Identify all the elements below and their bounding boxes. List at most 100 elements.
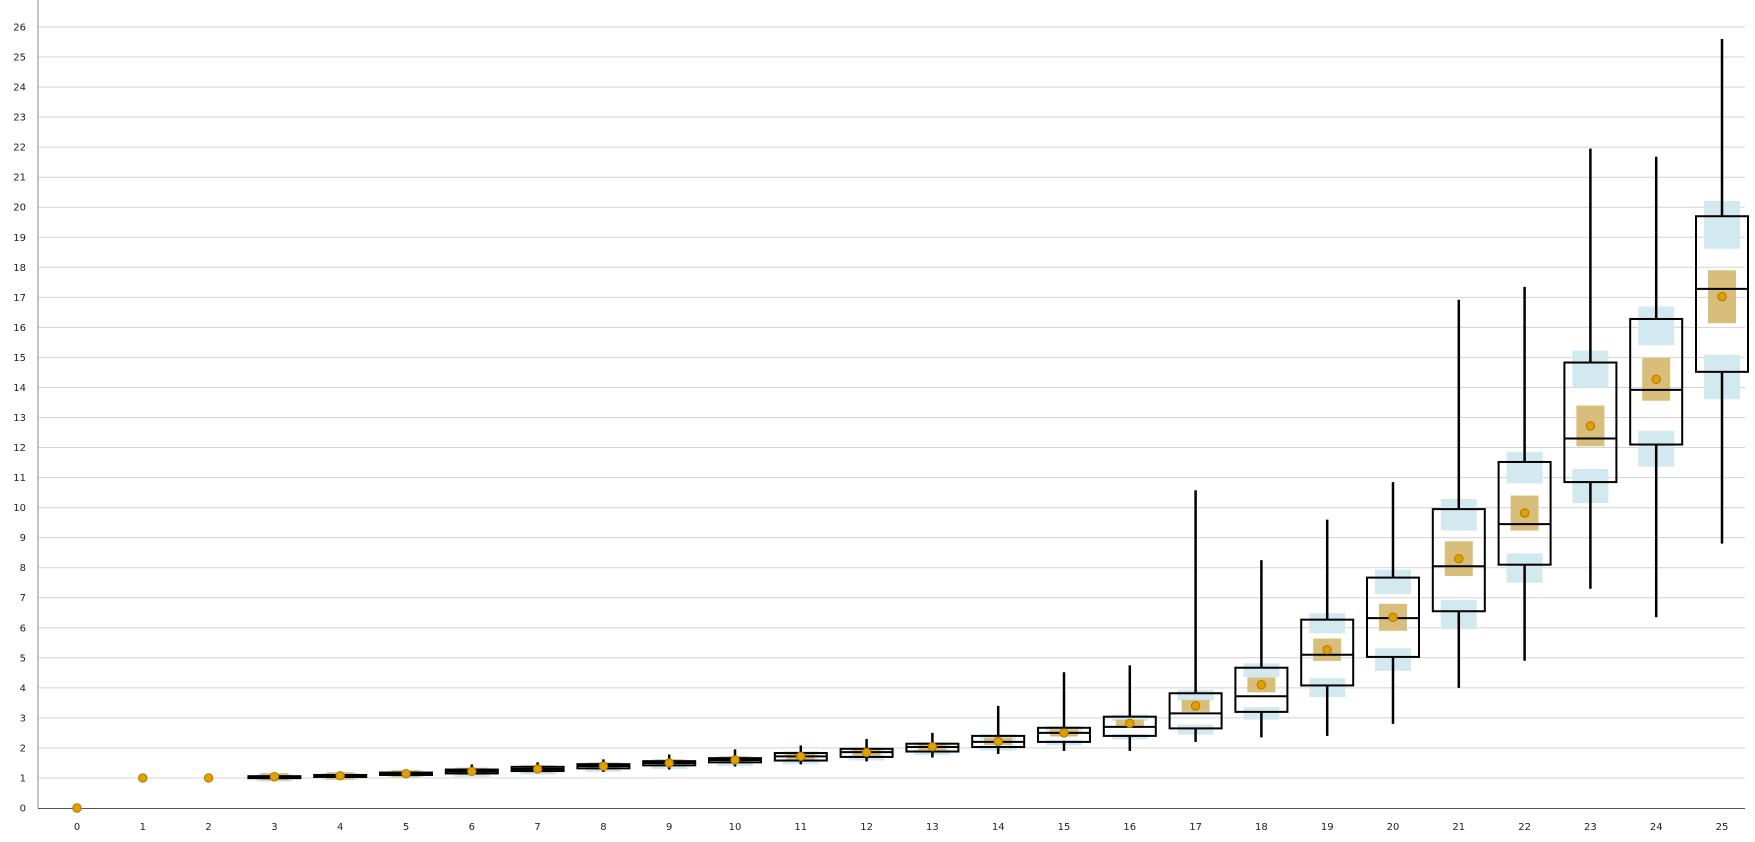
axis-layer <box>37 0 1745 809</box>
x-tick-label-16: 16 <box>1123 822 1136 833</box>
y-tick-label-22: 22 <box>13 143 26 154</box>
mean-marker-21 <box>1454 553 1464 564</box>
y-tick-label-5: 5 <box>20 653 26 664</box>
y-tick-label-6: 6 <box>20 623 26 634</box>
box-19 <box>1300 618 1355 687</box>
box-group-7 <box>510 762 565 775</box>
mean-marker-24 <box>1651 374 1661 385</box>
y-tick-label-16: 16 <box>13 323 26 334</box>
mean-marker-19 <box>1322 644 1332 655</box>
x-tick-label-17: 17 <box>1189 822 1202 833</box>
box-group-2 <box>203 773 214 783</box>
box-group-17 <box>1168 490 1223 742</box>
mean-marker-23 <box>1585 421 1596 431</box>
box-group-6 <box>444 764 499 778</box>
q3-ci-band-19 <box>1309 613 1346 634</box>
box-group-5 <box>379 769 433 779</box>
box-17 <box>1168 692 1223 730</box>
box-group-8 <box>576 759 631 772</box>
x-tick-label-24: 24 <box>1650 822 1663 833</box>
box-group-23 <box>1563 148 1618 589</box>
x-tick-label-8: 8 <box>600 822 606 833</box>
x-tick-label-19: 19 <box>1321 822 1334 833</box>
x-tick-label-13: 13 <box>926 822 939 833</box>
box-group-4 <box>313 771 368 781</box>
box-21 <box>1431 508 1486 613</box>
x-tick-label-23: 23 <box>1584 822 1597 833</box>
x-tick-label-22: 22 <box>1518 822 1531 833</box>
x-tick-label-15: 15 <box>1058 822 1071 833</box>
mean-marker-5 <box>401 769 411 779</box>
y-tick-label-20: 20 <box>13 203 26 214</box>
mean-marker-2 <box>203 773 214 783</box>
q3-ci-band-16 <box>1111 714 1148 721</box>
y-tick-label-19: 19 <box>13 233 26 244</box>
box-group-19 <box>1300 519 1355 736</box>
mean-marker-13 <box>927 742 938 752</box>
x-tick-label-5: 5 <box>403 822 409 833</box>
box-22 <box>1497 460 1552 566</box>
x-tick-label-18: 18 <box>1255 822 1268 833</box>
box-group-21 <box>1431 299 1486 688</box>
y-tick-label-3: 3 <box>20 713 26 724</box>
box-25 <box>1695 215 1749 373</box>
y-tick-label-17: 17 <box>13 293 26 304</box>
mean-marker-18 <box>1256 680 1267 690</box>
box-group-10 <box>708 749 762 767</box>
box-23 <box>1563 361 1618 484</box>
y-tick-label-2: 2 <box>20 743 26 754</box>
box-layer <box>72 39 1749 813</box>
box-group-9 <box>642 754 697 770</box>
mean-marker-9 <box>664 758 674 768</box>
y-tick-label-11: 11 <box>13 473 26 484</box>
mean-marker-25 <box>1717 292 1727 302</box>
y-tick-label-18: 18 <box>13 263 26 274</box>
y-tick-label-26: 26 <box>13 23 26 34</box>
y-tick-label-8: 8 <box>20 563 26 574</box>
x-tick-label-21: 21 <box>1452 822 1465 833</box>
x-tick-label-7: 7 <box>534 822 540 833</box>
x-tick-label-12: 12 <box>860 822 873 833</box>
y-tick-label-24: 24 <box>13 83 26 94</box>
box-group-3 <box>247 772 302 782</box>
x-tick-label-6: 6 <box>469 822 475 833</box>
mean-marker-14 <box>993 736 1003 747</box>
q3-ci-band-17 <box>1177 689 1214 701</box>
box-group-1 <box>138 773 148 783</box>
mean-marker-15 <box>1059 728 1069 738</box>
box-group-20 <box>1366 482 1420 724</box>
y-tick-label-25: 25 <box>13 53 26 64</box>
y-tick-label-12: 12 <box>13 443 26 454</box>
mean-marker-16 <box>1125 718 1135 728</box>
x-tick-label-2: 2 <box>205 822 211 833</box>
y-tick-label-21: 21 <box>13 173 26 184</box>
mean-marker-17 <box>1190 701 1201 711</box>
box-group-16 <box>1102 665 1157 751</box>
box-group-18 <box>1234 560 1289 738</box>
y-tick-label-13: 13 <box>13 413 26 424</box>
box-18 <box>1234 666 1289 713</box>
x-tick-label-25: 25 <box>1716 822 1729 833</box>
y-tick-label-14: 14 <box>13 383 26 394</box>
box-15 <box>1037 726 1091 743</box>
box-group-25 <box>1695 39 1749 544</box>
box-group-13 <box>905 732 960 758</box>
mean-marker-10 <box>730 755 740 765</box>
box-group-24 <box>1629 156 1684 618</box>
box-group-15 <box>1037 672 1091 751</box>
y-tick-label-23: 23 <box>13 113 26 124</box>
y-tick-label-0: 0 <box>20 804 26 815</box>
x-tick-label-20: 20 <box>1387 822 1400 833</box>
mean-marker-0 <box>72 803 82 813</box>
mean-marker-1 <box>138 773 148 783</box>
x-tick-label-14: 14 <box>992 822 1005 833</box>
y-tick-label-15: 15 <box>13 353 26 364</box>
mean-marker-8 <box>598 761 609 771</box>
mean-marker-11 <box>796 751 806 762</box>
x-tick-label-4: 4 <box>337 822 343 833</box>
x-tick-label-11: 11 <box>794 822 807 833</box>
y-tick-label-10: 10 <box>13 503 26 514</box>
mean-marker-6 <box>467 766 477 777</box>
